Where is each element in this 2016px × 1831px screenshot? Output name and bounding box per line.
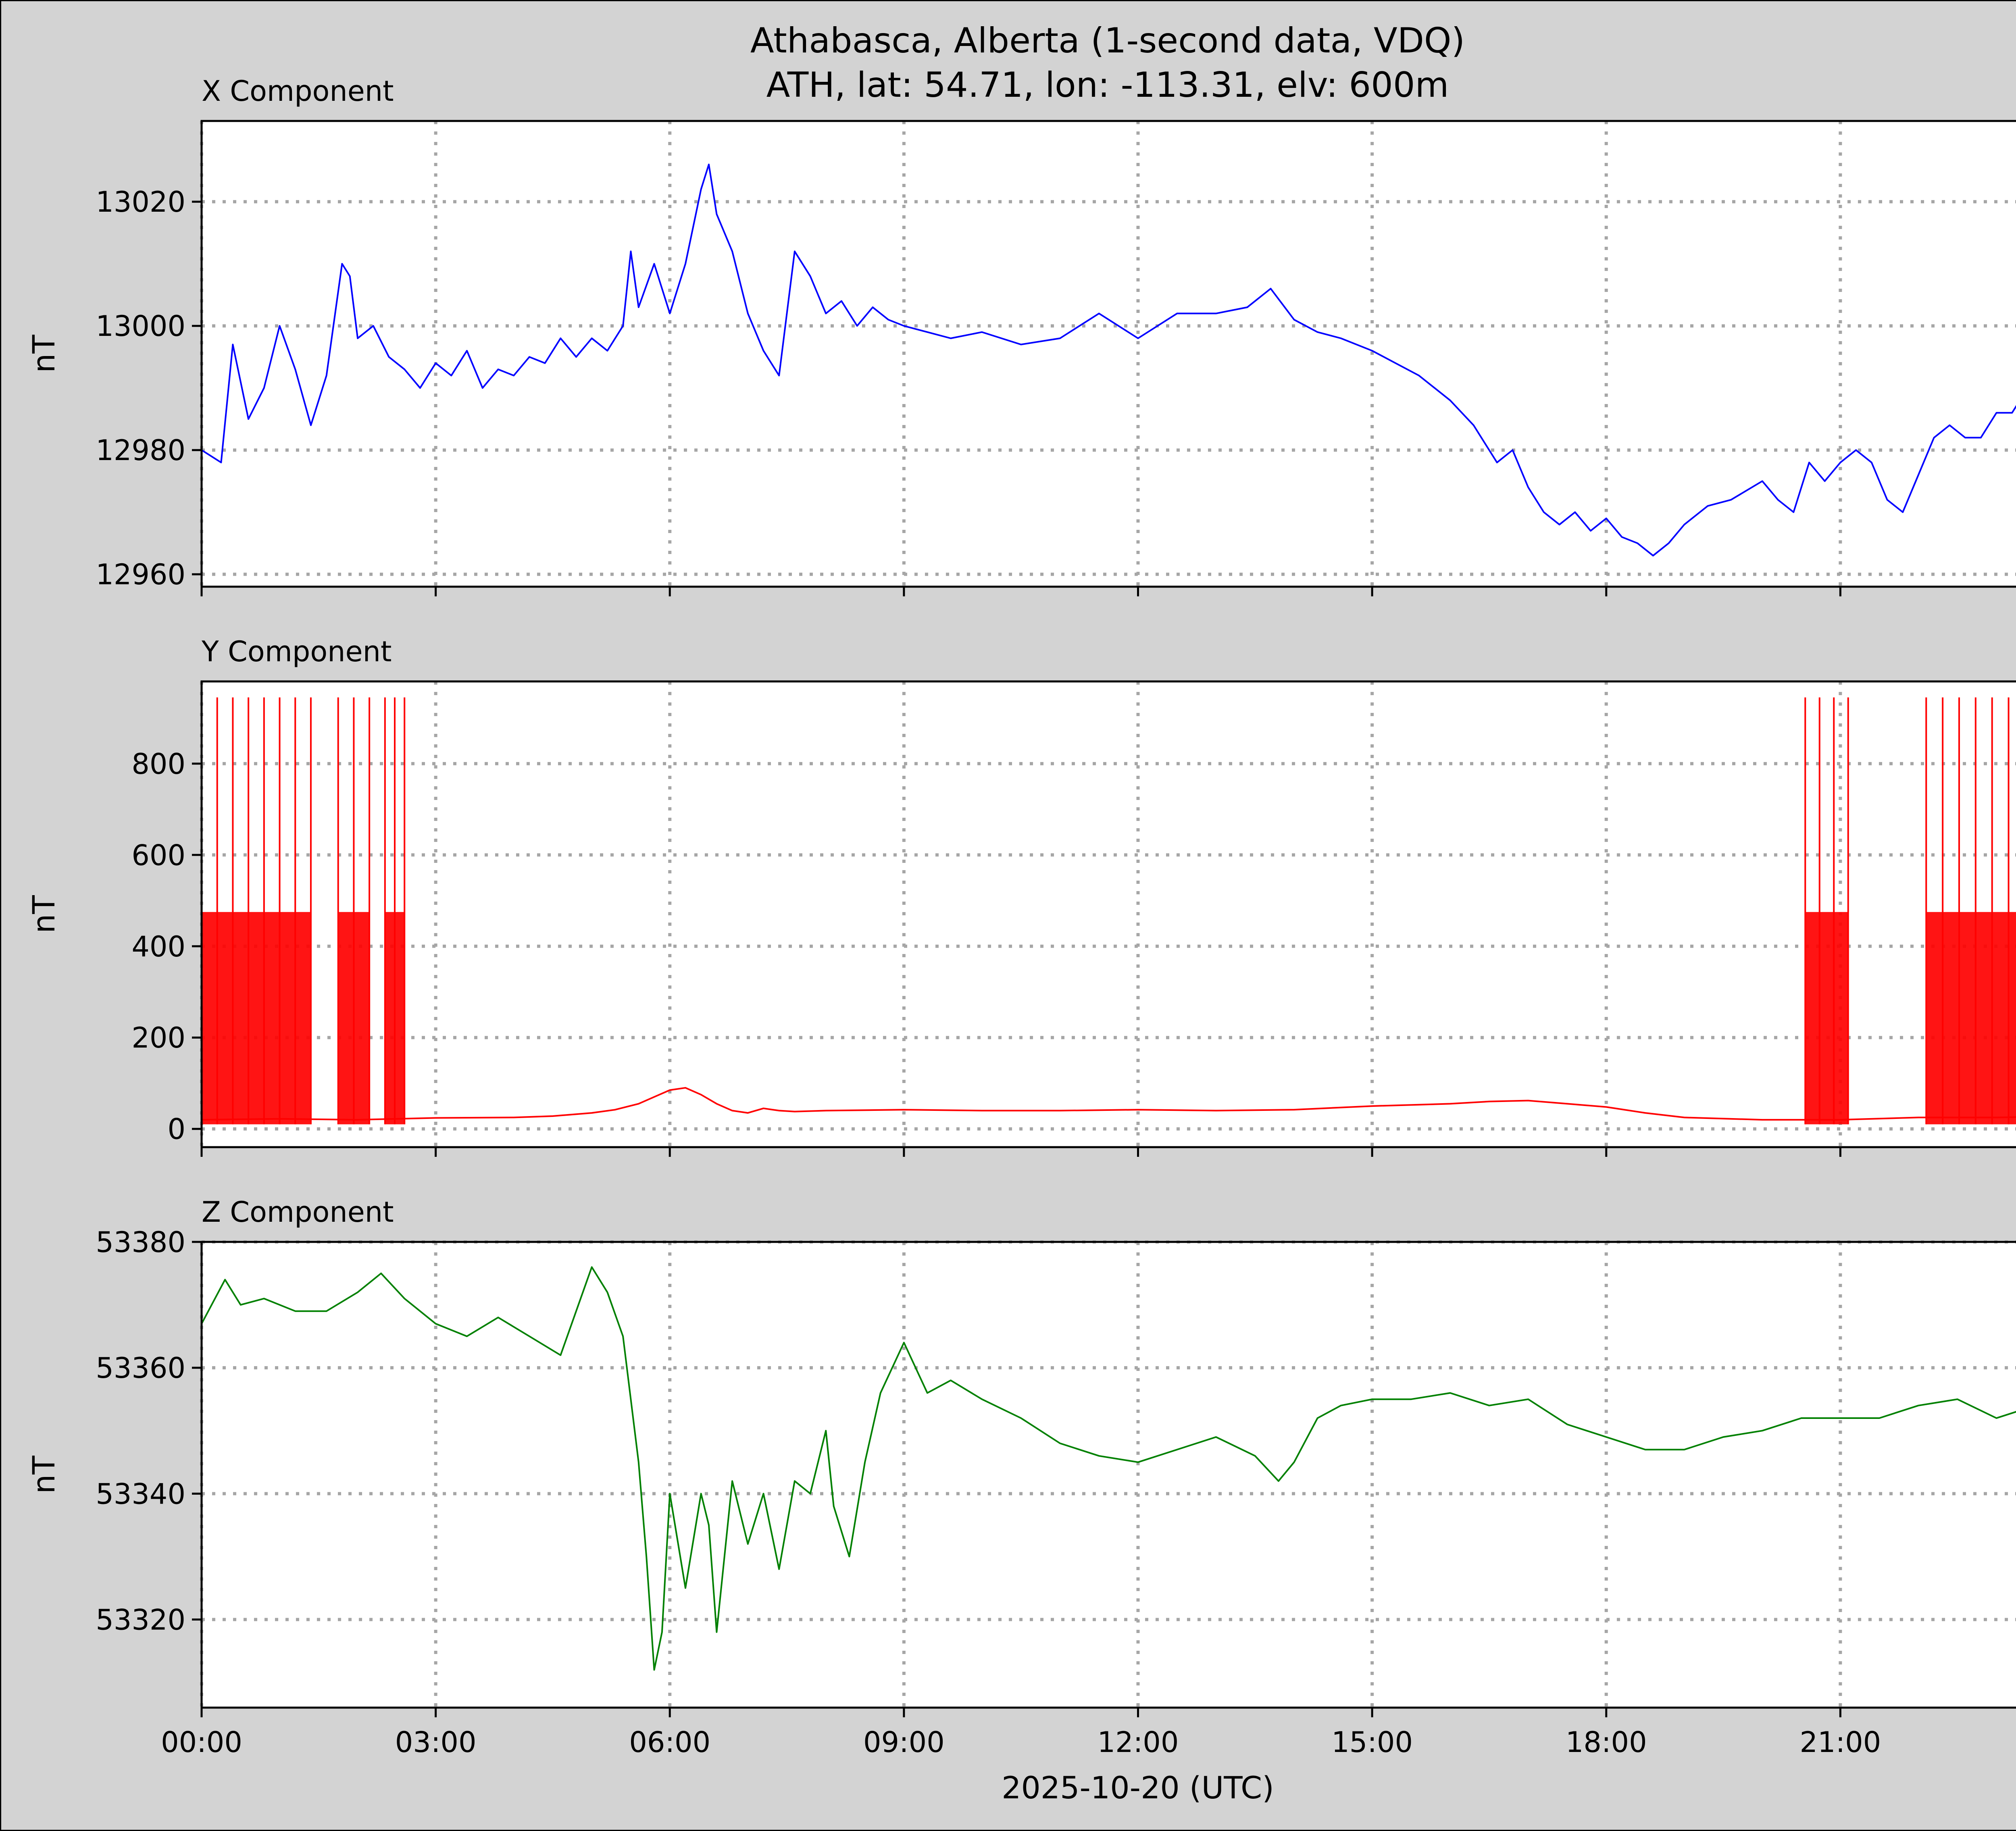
y-axis-label: nT <box>26 1456 62 1494</box>
x-tick-label: 06:00 <box>629 1726 710 1759</box>
x-tick-label: 15:00 <box>1331 1726 1413 1759</box>
y-tick-label: 400 <box>131 930 185 963</box>
data-layer <box>202 1266 2016 1671</box>
x-tick-label: 00:00 <box>161 1726 242 1759</box>
plot-area <box>202 1242 2016 1708</box>
x-axis-label: 2025-10-20 (UTC) <box>1002 1770 1274 1806</box>
y-tick-label: 12960 <box>96 558 185 591</box>
y-tick-label: 0 <box>167 1113 185 1146</box>
y-tick-label: 13000 <box>96 310 185 343</box>
series-line <box>202 163 2016 556</box>
data-layer <box>202 163 2016 556</box>
data-layer <box>202 697 2016 1125</box>
x-tick-label: 12:00 <box>1098 1726 1179 1759</box>
x-tick-label: 03:00 <box>395 1726 477 1759</box>
y-tick-label: 800 <box>131 748 185 781</box>
x-tick-label: 09:00 <box>863 1726 945 1759</box>
panel-title: X Component <box>202 75 394 108</box>
x-tick-label: 18:00 <box>1566 1726 1647 1759</box>
plot-area <box>202 681 2016 1147</box>
panel-title: Y Component <box>201 635 392 668</box>
spike-band <box>1805 912 1848 1125</box>
chart-title-line2: ATH, lat: 54.71, lon: -113.31, elv: 600m <box>766 65 1449 105</box>
y-tick-label: 53380 <box>96 1226 185 1259</box>
chart-title-line1: Athabasca, Alberta (1-second data, VDQ) <box>750 21 1465 61</box>
y-tick-label: 12980 <box>96 434 185 467</box>
y-tick-label: 53360 <box>96 1352 185 1385</box>
y-tick-label: 13020 <box>96 185 185 219</box>
plot-area <box>202 121 2016 587</box>
y-component-panel: Y Component 0 200 400 600 800 nT <box>26 635 2016 1157</box>
spike-band <box>1926 912 2016 1125</box>
panel-title: Z Component <box>202 1196 394 1229</box>
y-tick-label: 53320 <box>96 1603 185 1636</box>
z-component-panel: Z Component 53320 53340 53360 53380 nT 00:00 03… <box>26 1196 2016 1759</box>
x-tick-label: 21:00 <box>1800 1726 1881 1759</box>
y-tick-label: 200 <box>131 1021 185 1054</box>
y-axis-label: nT <box>26 335 62 373</box>
y-tick-label: 53340 <box>96 1477 185 1510</box>
y-axis-label: nT <box>26 895 62 933</box>
y-tick-label: 600 <box>131 839 185 872</box>
spike-band <box>202 912 311 1125</box>
x-component-panel: X Component 12960 12980 13000 13020 nT <box>26 75 2016 596</box>
